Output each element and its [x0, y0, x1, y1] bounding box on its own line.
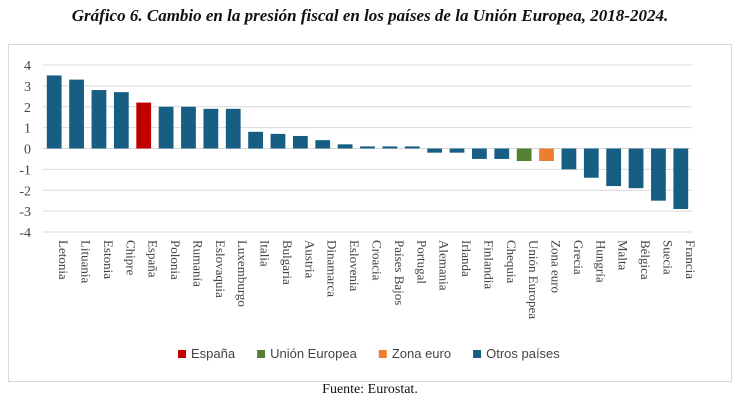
x-tick-label: España [146, 240, 161, 278]
x-tick-label: Italia [258, 240, 273, 267]
x-tick-label: Rumanía [190, 240, 205, 287]
x-tick-label: Bulgaria [280, 240, 295, 285]
legend-label-otros: Otros países [486, 346, 560, 361]
x-tick-label: Hungría [593, 240, 608, 283]
bar-hungría [583, 148, 599, 178]
bar-eslovaquia [203, 108, 219, 149]
y-tick-label: 2 [24, 101, 31, 116]
x-tick-label: Grecia [571, 240, 586, 275]
y-tick-label: -1 [19, 163, 31, 178]
bar-finlandia [472, 148, 487, 159]
legend-label-ze: Zona euro [392, 346, 451, 361]
bar-españa [136, 102, 152, 149]
bar-letonia [46, 75, 62, 149]
x-tick-label: Dinamarca [325, 240, 340, 297]
y-tick-label: -2 [19, 184, 31, 199]
bar-bélgica [628, 148, 644, 189]
bar-grecia [561, 148, 577, 170]
x-tick-label: Austria [302, 240, 317, 279]
x-tick-label: Letonia [56, 240, 71, 280]
bar-austria [292, 135, 308, 149]
x-tick-label: Zona euro [549, 240, 564, 293]
x-tick-label: Francia [683, 240, 698, 279]
x-tick-label: Eslovaquia [213, 240, 228, 298]
bar-países-bajos [382, 146, 398, 149]
x-tick-label: Portugal [414, 240, 429, 284]
bar-suecia [651, 148, 666, 201]
x-tick-label: Polonia [168, 240, 183, 280]
bar-luxemburgo [225, 108, 241, 149]
bar-lituania [69, 79, 84, 149]
y-tick-label: 0 [24, 143, 31, 158]
x-tick-label: Finlandia [481, 240, 496, 289]
legend-swatch-espana [178, 350, 186, 358]
bar-malta [606, 148, 622, 187]
legend-swatch-ue [257, 350, 266, 358]
x-tick-label: Unión Europea [526, 240, 541, 319]
y-tick-label: 4 [24, 59, 31, 74]
x-tick-label: Chipre [123, 240, 138, 276]
bar-italia [248, 131, 263, 149]
x-tick-label: Lituania [79, 240, 94, 284]
x-tick-label: Irlanda [459, 240, 474, 277]
legend-label-espana: España [191, 346, 236, 361]
legend-label-ue: Unión Europea [270, 346, 357, 361]
bar-estonia [91, 90, 107, 149]
x-tick-label: Eslovenia [347, 240, 362, 291]
bar-unión-europea [516, 148, 532, 162]
y-tick-label: 3 [24, 80, 31, 95]
x-tick-label: Suecia [660, 240, 675, 275]
bar-portugal [404, 146, 420, 149]
bar-bulgaria [270, 133, 286, 149]
y-tick-label: -3 [19, 205, 31, 220]
bar-chequia [494, 148, 510, 159]
x-tick-label: Croacia [370, 240, 385, 281]
bar-polonia [158, 106, 174, 149]
y-tick-label: -4 [19, 226, 31, 241]
source-note: Fuente: Eurostat. [322, 382, 418, 397]
x-tick-label: Bélgica [638, 240, 653, 280]
legend-swatch-otros [473, 350, 482, 358]
chart-title: Gráfico 6. Cambio en la presión fiscal e… [71, 6, 669, 25]
x-tick-label: Estonia [101, 240, 116, 279]
bar-zona-euro [539, 148, 554, 162]
bar-eslovenia [337, 144, 353, 149]
x-tick-label: Chequia [504, 240, 519, 284]
legend-swatch-ze [378, 350, 387, 358]
y-tick-label: 1 [24, 122, 31, 137]
bar-chipre [113, 92, 129, 149]
x-tick-label: Luxemburgo [235, 240, 250, 307]
bar-croacia [360, 146, 375, 149]
bar-alemania [427, 148, 443, 153]
x-tick-label: Malta [616, 240, 631, 271]
bar-rumanía [181, 106, 196, 149]
bar-irlanda [449, 148, 465, 153]
x-tick-label: Países Bajos [392, 240, 407, 305]
x-tick-label: Alemania [437, 240, 452, 291]
bar-francia [673, 148, 689, 210]
bar-dinamarca [315, 140, 331, 149]
chart-frame [8, 44, 732, 382]
